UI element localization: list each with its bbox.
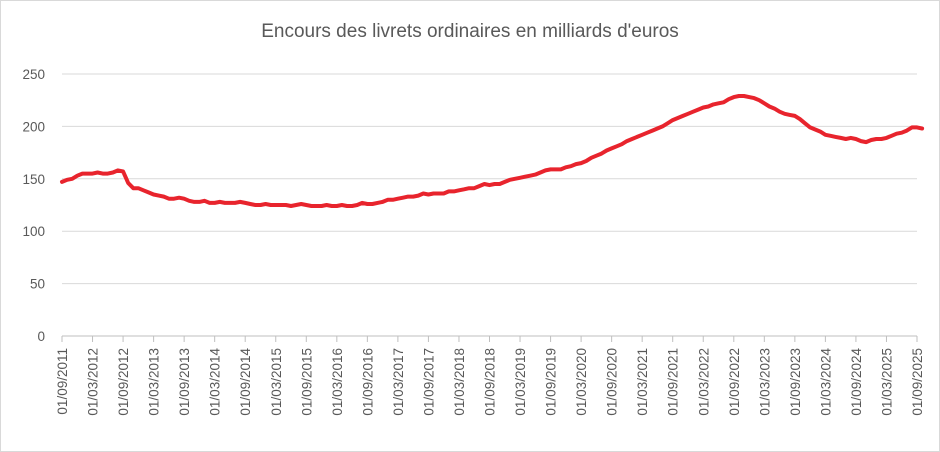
series-line — [60, 94, 925, 208]
x-tick-label: 01/03/2012 — [86, 348, 101, 416]
y-tick-label: 50 — [30, 277, 45, 292]
x-tick-label: 01/09/2012 — [116, 348, 131, 416]
series-layer — [60, 94, 925, 208]
x-tick-label: 01/03/2014 — [208, 348, 223, 416]
x-tick-label: 01/03/2023 — [757, 348, 772, 416]
x-tick-label: 01/09/2024 — [849, 348, 864, 416]
x-tick-label: 01/09/2019 — [544, 348, 559, 416]
x-tick-label: 01/03/2021 — [635, 348, 650, 416]
x-tick-label: 01/03/2015 — [269, 348, 284, 416]
y-tick-label: 100 — [22, 224, 45, 239]
x-tick-label: 01/03/2018 — [452, 348, 467, 416]
x-tick-label: 01/03/2019 — [513, 348, 528, 416]
x-tick-label: 01/03/2017 — [391, 348, 406, 416]
x-tick-label: 01/09/2018 — [483, 348, 498, 416]
x-tick-label: 01/09/2023 — [788, 348, 803, 416]
x-tick-label: 01/03/2016 — [330, 348, 345, 416]
x-tick-label: 01/09/2014 — [238, 348, 253, 416]
x-tick-label: 01/03/2024 — [818, 348, 833, 416]
x-tick-label: 01/09/2015 — [299, 348, 314, 416]
chart-title: Encours des livrets ordinaires en millia… — [261, 21, 679, 42]
y-tick-label: 200 — [22, 119, 45, 134]
x-tick-label: 01/03/2013 — [147, 348, 162, 416]
x-tick-label: 01/03/2022 — [696, 348, 711, 416]
x-tick-label: 01/03/2025 — [879, 348, 894, 416]
axes: 0 50 100 150 200 250 01/09/2011 01/03/2012 01/09… — [22, 67, 925, 416]
x-tick-label: 01/03/2020 — [574, 348, 589, 416]
y-tick-label: 150 — [22, 172, 45, 187]
x-tick-label: 01/09/2022 — [727, 348, 742, 416]
x-tick-label: 01/09/2025 — [910, 348, 925, 416]
x-tick-label: 01/09/2013 — [177, 348, 192, 416]
x-tick-label: 01/09/2016 — [360, 348, 375, 416]
x-tick-label: 01/09/2011 — [55, 348, 70, 415]
y-tick-label: 250 — [22, 67, 45, 82]
y-tick-label: 0 — [37, 329, 45, 344]
x-tick-label: 01/09/2021 — [666, 348, 681, 416]
x-tick-label: 01/09/2020 — [605, 348, 620, 416]
x-tick-label: 01/09/2017 — [421, 348, 436, 416]
gridlines — [62, 73, 917, 285]
